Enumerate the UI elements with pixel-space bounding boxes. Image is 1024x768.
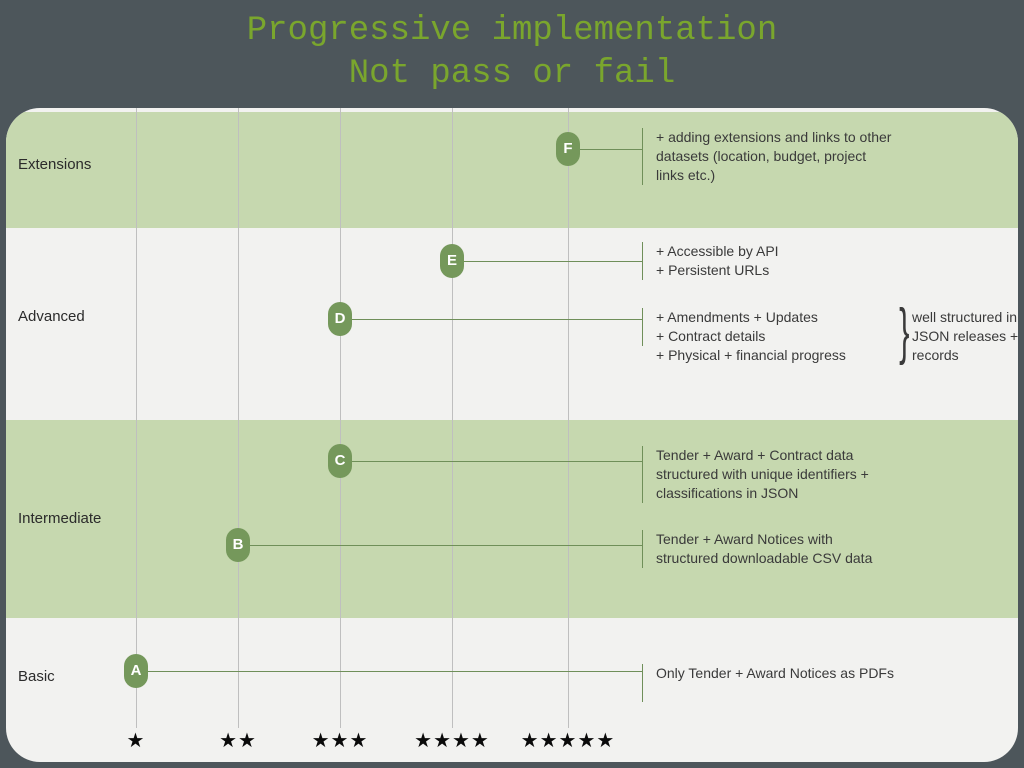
brace-icon: } [899,296,909,367]
title-line-2: Not pass or fail [0,53,1024,96]
connector-v-f [642,128,643,185]
level-badge-d: D [328,302,352,336]
title-block: Progressive implementation Not pass or f… [0,0,1024,103]
row-label-basic: Basic [18,668,118,685]
connector-h-b [250,545,642,546]
gridline-1 [136,108,137,728]
level-badge-c: C [328,444,352,478]
level-desc-f: + adding extensions and links to other d… [656,128,896,185]
connector-h-d [352,319,642,320]
connector-v-e [642,242,643,280]
gridline-3 [340,108,341,728]
gridline-2 [238,108,239,728]
stars-3: ★★★ [290,728,390,753]
connector-h-a [148,671,642,672]
level-badge-b: B [226,528,250,562]
connector-v-b [642,530,643,568]
diagram-panel: Extensions Advanced Intermediate Basic F + ad… [6,108,1018,762]
gridline-5 [568,108,569,728]
row-label-advanced: Advanced [18,308,118,325]
connector-h-f [580,149,642,150]
level-badge-a: A [124,654,148,688]
row-label-intermediate: Intermediate [18,510,118,527]
connector-v-a [642,664,643,702]
row-label-extensions: Extensions [18,156,118,173]
level-desc-a: Only Tender + Award Notices as PDFs [656,664,896,683]
connector-h-e [464,261,642,262]
level-desc-b: Tender + Award Notices with structured d… [656,530,896,568]
level-badge-f: F [556,132,580,166]
stars-row: ★★★★★★★★★★★★★★★ [6,728,1018,756]
level-desc-e: + Accessible by API + Persistent URLs [656,242,896,280]
level-desc-d: + Amendments + Updates + Contract detail… [656,308,896,365]
stars-2: ★★ [188,728,288,753]
connector-v-c [642,446,643,503]
connector-h-c [352,461,642,462]
stars-4: ★★★★ [402,728,502,753]
annotation-text: well structured in JSON releases + recor… [912,308,1018,365]
connector-v-d [642,308,643,346]
gridline-4 [452,108,453,728]
level-desc-c: Tender + Award + Contract data structure… [656,446,896,503]
level-badge-e: E [440,244,464,278]
stars-1: ★ [86,728,186,753]
title-line-1: Progressive implementation [0,10,1024,53]
stars-5: ★★★★★ [518,728,618,753]
